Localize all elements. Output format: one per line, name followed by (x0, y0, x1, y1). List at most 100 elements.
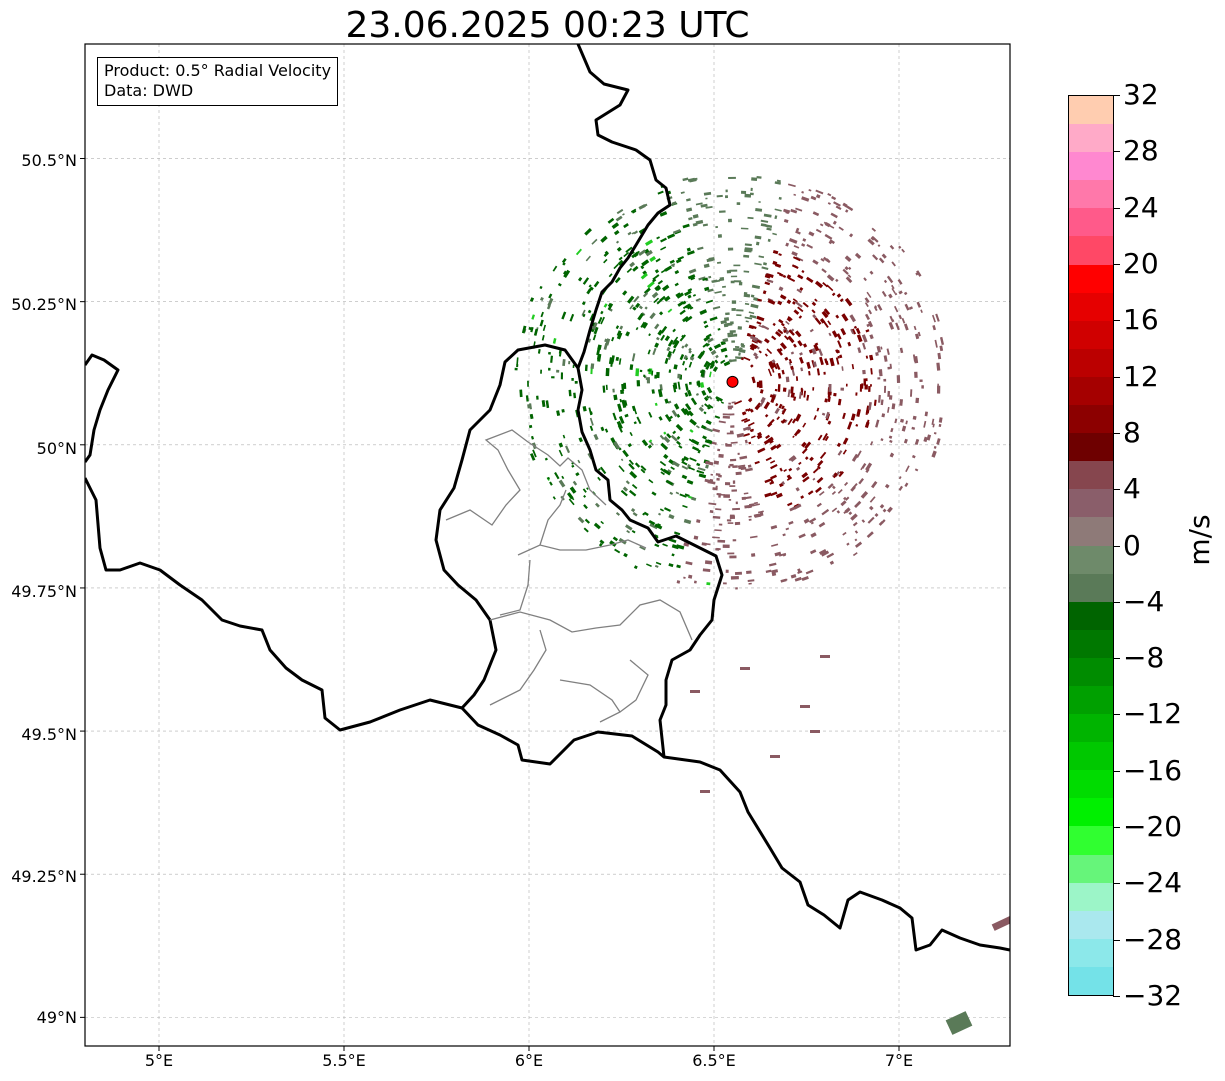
echo-pixel (871, 236, 879, 243)
echo-pixel (854, 252, 862, 260)
echo-pixel (812, 259, 819, 265)
country-border-belgium-lux (434, 343, 580, 710)
echo-pixel (638, 249, 647, 256)
echo-pixel (836, 333, 842, 340)
echo-pixel (671, 201, 677, 206)
echo-pixel (675, 258, 682, 264)
echo-pixel (827, 193, 832, 197)
echo-pixel (775, 403, 779, 407)
echo-pixel (741, 417, 748, 422)
echo-pixel (638, 204, 646, 210)
colorbar-tick-label: 0 (1123, 528, 1141, 562)
echo-pixel (651, 491, 657, 496)
echo-pixel (725, 189, 728, 193)
echo-pixel (764, 492, 772, 498)
echo-pixel (802, 301, 809, 308)
echo-pixel (616, 208, 624, 215)
echo-pixel (736, 309, 744, 312)
echo-pixel (811, 301, 817, 307)
echo-pixel (604, 428, 609, 433)
echo-pixel (720, 360, 724, 364)
echo-pixel (682, 223, 690, 229)
echo-pixel (883, 378, 887, 382)
colorbar-tick-label: −28 (1123, 922, 1183, 956)
colorbar-tick-mark (1113, 827, 1120, 829)
echo-pixel (647, 369, 651, 372)
echo-pixel (656, 372, 660, 379)
echo-pixel (629, 364, 634, 370)
echo-pixel (835, 205, 842, 211)
echo-pixel (702, 223, 708, 227)
echo-pixel (903, 291, 908, 296)
lat-tick-label: 49.75°N (11, 582, 77, 601)
colorbar-segment (1069, 320, 1113, 349)
echo-pixel (744, 243, 752, 247)
country-border-germany-west (576, 44, 724, 758)
echo-pixel (865, 407, 869, 416)
colorbar-unit-label: m/s (1183, 514, 1216, 566)
echo-pixel (568, 389, 572, 397)
echo-pixel (797, 340, 803, 347)
echo-pixel (840, 327, 847, 336)
echo-pixel (812, 387, 815, 391)
echo-pixel (798, 315, 803, 319)
echo-pixel (730, 576, 739, 580)
echo-pixel (793, 245, 800, 249)
echo-pixel (936, 362, 941, 371)
echo-pixel (578, 437, 583, 443)
echo-pixel (833, 392, 837, 397)
echo-pixel (712, 279, 721, 283)
echo-pixel (712, 366, 719, 373)
echo-pixel (852, 521, 858, 527)
lon-tick-label: 6°E (514, 1051, 544, 1070)
echo-pixel (568, 498, 575, 506)
echo-pixel (778, 253, 782, 257)
echo-pixel (846, 542, 850, 546)
echo-pixel (676, 580, 681, 584)
echo-pixel (682, 360, 686, 366)
echo-pixel (734, 571, 742, 575)
echo-pixel (938, 417, 943, 423)
echo-pixel (891, 403, 896, 410)
echo-pixel (720, 347, 728, 353)
echo-pixel (817, 460, 824, 467)
echo-pixel (744, 247, 753, 252)
echo-pixel (770, 525, 778, 530)
echo-pixel (824, 233, 833, 240)
echo-pixel (529, 453, 536, 461)
colorbar-segment (1069, 405, 1113, 434)
echo-pixel (750, 428, 754, 433)
echo-pixel (837, 355, 840, 359)
echo-pixel (829, 357, 835, 367)
echo-pixel (673, 531, 681, 536)
echo-pixel (703, 360, 709, 368)
echo-pixel (698, 473, 707, 479)
echo-pixel (876, 345, 882, 353)
echo-pixel (625, 331, 631, 337)
echo-pixel (619, 325, 624, 330)
echo-pixel (871, 227, 877, 232)
echo-pixel (702, 568, 711, 573)
echo-pixel (772, 322, 776, 327)
echo-pixel (727, 332, 734, 336)
echo-pixel (659, 434, 665, 440)
echo-pixel (607, 217, 615, 224)
echo-pixel (746, 570, 752, 574)
echo-pixel (675, 491, 680, 495)
echo-pixel (721, 285, 726, 288)
echo-pixel (720, 401, 724, 404)
echo-pixel (919, 379, 923, 382)
echo-pixel (784, 335, 789, 341)
echo-pixel (821, 310, 829, 319)
echo-pixel (722, 413, 731, 416)
echo-pixel (793, 429, 801, 437)
echo-pixel (704, 324, 709, 329)
echo-pixel (614, 548, 621, 554)
echo-pixel (664, 335, 671, 342)
echo-pixel (851, 364, 855, 370)
echo-pixel (851, 328, 857, 335)
echo-pixel (646, 563, 652, 567)
echo-pixel (765, 434, 770, 439)
echo-pixel (877, 377, 881, 380)
echo-pixel (521, 325, 527, 334)
